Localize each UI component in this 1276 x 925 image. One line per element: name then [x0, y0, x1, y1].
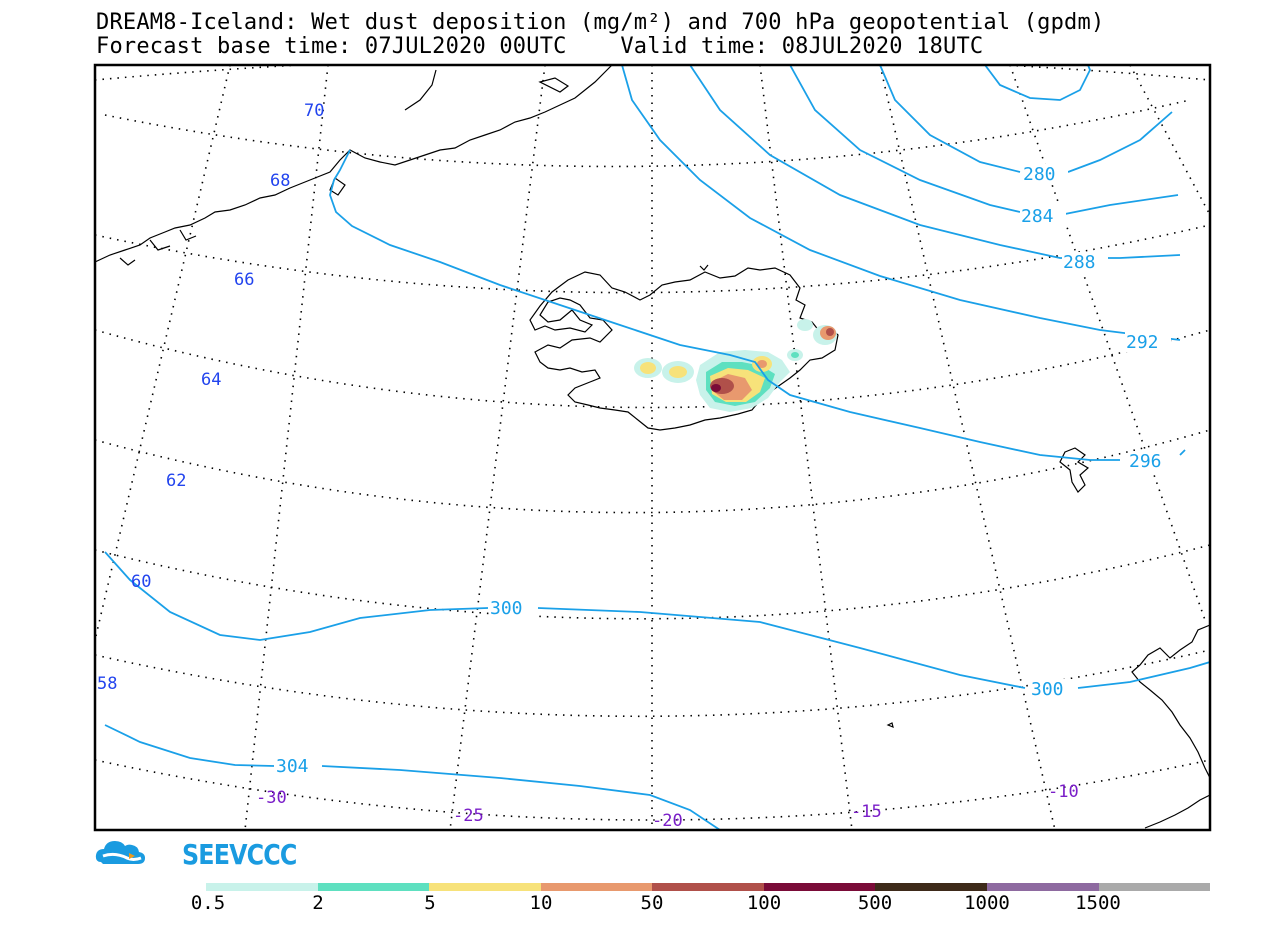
- longitude-gridlines: [95, 65, 1210, 830]
- colorbar-segment-6: [763, 883, 876, 891]
- contour-label-300-west: 300: [490, 598, 523, 619]
- colorbar-tick-label: 50: [640, 892, 664, 914]
- colorbar-segment-9: [1098, 883, 1211, 891]
- colorbar-tick-label: 10: [529, 892, 553, 914]
- lon-label-minus25: -25: [453, 806, 484, 826]
- latitude-gridlines: [95, 65, 1210, 821]
- colorbar-tick-label: 500: [857, 892, 893, 914]
- colorbar-tick-label: 0.5: [190, 892, 226, 914]
- colorbar-segment-1: [206, 883, 318, 891]
- map-frame: [93, 63, 1212, 832]
- lat-label-70: 70: [304, 101, 324, 121]
- colorbar: [206, 883, 1211, 891]
- contour-label-296: 296: [1129, 451, 1162, 472]
- chart-title: DREAM8-Iceland: Wet dust deposition (mg/…: [96, 10, 1105, 35]
- contour-label-280: 280: [1023, 164, 1056, 185]
- wet-dust-deposition: [634, 319, 837, 412]
- lon-label-minus30: -30: [256, 788, 287, 808]
- lat-label-66: 66: [234, 270, 254, 290]
- colorbar-segment-7: [875, 883, 987, 891]
- lon-label-minus10: -10: [1048, 782, 1079, 802]
- lat-label-62: 62: [166, 471, 186, 491]
- colorbar-tick-label: 1000: [964, 892, 1010, 914]
- contour-label-292: 292: [1126, 332, 1159, 353]
- geopotential-contours: [104, 65, 1210, 830]
- colorbar-segment-4: [540, 883, 653, 891]
- colorbar-tick-label: 5: [424, 892, 436, 914]
- lat-label-64: 64: [201, 370, 221, 390]
- lat-label-68: 68: [270, 171, 290, 191]
- contour-labels: 280 284 288 292 296 300 300 304: [275, 164, 1174, 777]
- longitude-labels: -30 -25 -20 -15 -10: [256, 782, 1079, 831]
- colorbar-tick-label: 1500: [1075, 892, 1121, 914]
- colorbar-tick-label: 2: [312, 892, 324, 914]
- seevccc-logo: [95, 841, 145, 864]
- lat-label-60: 60: [131, 572, 151, 592]
- colorbar-tick-label: 100: [746, 892, 782, 914]
- chart-subtitle: Forecast base time: 07JUL2020 00UTC Vali…: [96, 34, 984, 59]
- colorbar-segment-2: [317, 883, 430, 891]
- lon-label-minus15: -15: [851, 802, 882, 822]
- lat-label-58: 58: [97, 674, 117, 694]
- latitude-labels: 70 68 66 64 62 60 58: [97, 101, 324, 694]
- colorbar-segment-8: [986, 883, 1099, 891]
- colorbar-segment-5: [652, 883, 764, 891]
- contour-label-304: 304: [276, 756, 309, 777]
- contour-label-300-east: 300: [1031, 679, 1064, 700]
- seevccc-logo-text: SEEVCCC: [182, 838, 297, 871]
- colorbar-segment-3: [429, 883, 541, 891]
- lon-label-minus20: -20: [652, 811, 683, 831]
- contour-label-284: 284: [1021, 206, 1054, 227]
- contour-label-288: 288: [1063, 252, 1096, 273]
